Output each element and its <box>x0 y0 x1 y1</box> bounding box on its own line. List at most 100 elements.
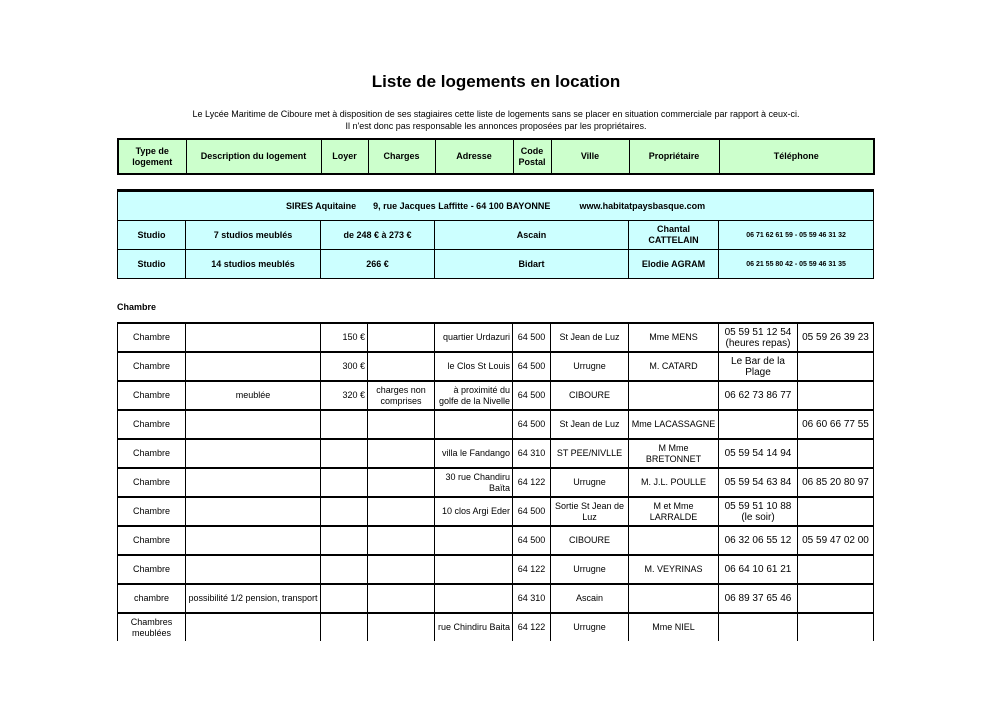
cell-proprietaire: M. VEYRINAS <box>628 554 719 585</box>
cell-type: Studio <box>117 220 186 250</box>
cell-adresse <box>434 554 513 585</box>
sires-row: SIRES Aquitaine 9, rue Jacques Laffitte … <box>116 190 875 221</box>
cell-telephone-2: 05 59 26 39 23 <box>797 322 874 353</box>
cell-description <box>185 351 321 382</box>
header-adresse: Adresse <box>434 138 514 175</box>
cell-telephone-2 <box>797 380 874 411</box>
cell-telephone-1: 06 32 06 55 12 <box>718 525 798 556</box>
cell-charges: charges non comprises <box>367 380 435 411</box>
cell-loyer: 266 € <box>320 249 435 279</box>
cell-telephone-2 <box>797 583 874 614</box>
cell-proprietaire: M. J.L. POULLE <box>628 467 719 498</box>
header-description: Description du logement <box>185 138 322 175</box>
cell-adresse <box>434 409 513 440</box>
cell-ville: Ascain <box>434 220 629 250</box>
cell-adresse: 10 clos Argi Eder <box>434 496 513 527</box>
cell-telephone: 06 71 62 61 59 - 05 59 46 31 32 <box>717 220 875 250</box>
cell-code-postal: 64 122 <box>512 612 551 641</box>
cell-description <box>185 554 321 585</box>
cell-loyer <box>320 583 368 614</box>
table-row: Chambre meublée 320 € charges non comprises… <box>117 380 874 411</box>
cell-type: Studio <box>117 249 186 279</box>
cell-loyer <box>320 409 368 440</box>
cell-proprietaire: M. CATARD <box>628 351 719 382</box>
chambres-table: Chambre 150 € quartier Urdazuri 64 500 St Je… <box>117 322 874 641</box>
cell-loyer <box>320 612 368 641</box>
intro-text: Le Lycée Maritime de Ciboure met à dispo… <box>192 109 800 131</box>
cell-telephone-2: 06 85 20 80 97 <box>797 467 874 498</box>
cell-telephone-1: 06 64 10 61 21 <box>718 554 798 585</box>
cell-telephone-1: 05 59 51 12 54 (heures repas) <box>718 322 798 353</box>
cell-charges <box>367 438 435 469</box>
cell-ville: CIBOURE <box>550 525 629 556</box>
cell-charges <box>367 583 435 614</box>
cell-proprietaire <box>628 380 719 411</box>
cell-charges <box>367 467 435 498</box>
cell-proprietaire: Mme MENS <box>628 322 719 353</box>
cell-proprietaire: Mme LACASSAGNE <box>628 409 719 440</box>
cell-code-postal: 64 500 <box>512 322 551 353</box>
cell-charges <box>367 554 435 585</box>
cell-type: Chambre <box>117 496 186 527</box>
cell-ville: Urrugne <box>550 612 629 641</box>
cell-adresse: quartier Urdazuri <box>434 322 513 353</box>
cell-description <box>185 322 321 353</box>
cell-description <box>185 612 321 641</box>
cell-telephone-2: 05 59 47 02 00 <box>797 525 874 556</box>
header-telephone: Téléphone <box>718 138 875 175</box>
cell-telephone-2 <box>797 554 874 585</box>
table-row: Chambre villa le Fandango 64 310 ST PEE/NIV… <box>117 438 874 469</box>
cell-adresse: le Clos St Louis <box>434 351 513 382</box>
cell-proprietaire: Elodie AGRAM <box>628 249 719 279</box>
cell-description <box>185 438 321 469</box>
cell-ville: Sortie St Jean de Luz <box>550 496 629 527</box>
cell-code-postal: 64 310 <box>512 583 551 614</box>
cell-loyer <box>320 467 368 498</box>
cell-telephone-1: 05 59 54 14 94 <box>718 438 798 469</box>
cell-type: Chambre <box>117 525 186 556</box>
table-row: Chambre 64 500 CIBOURE 06 32 06 55 12 05 59 … <box>117 525 874 556</box>
cell-ville: Urrugne <box>550 351 629 382</box>
header-row: Type de logement Description du logement L… <box>117 138 875 175</box>
cell-description <box>185 467 321 498</box>
cell-loyer <box>320 496 368 527</box>
cell-telephone-1: 05 59 51 10 88 (le soir) <box>718 496 798 527</box>
cell-telephone-2: 06 60 66 77 55 <box>797 409 874 440</box>
cell-telephone-2 <box>797 496 874 527</box>
cell-loyer <box>320 438 368 469</box>
table-row: Chambre 64 500 St Jean de Luz Mme LACASSAGN… <box>117 409 874 440</box>
cell-ville: Urrugne <box>550 467 629 498</box>
cell-description: 7 studios meublés <box>185 220 321 250</box>
cell-proprietaire: M et Mme LARRALDE <box>628 496 719 527</box>
cell-telephone-1: 05 59 54 63 84 <box>718 467 798 498</box>
cell-type: Chambre <box>117 380 186 411</box>
cell-adresse <box>434 583 513 614</box>
cell-type: Chambre <box>117 438 186 469</box>
studio-row: Studio 14 studios meublés 266 € Bidart Elodi… <box>117 249 875 279</box>
cell-adresse: villa le Fandango <box>434 438 513 469</box>
table-row: Chambre 64 122 Urrugne M. VEYRINAS 06 64 10 … <box>117 554 874 585</box>
cell-ville: Ascain <box>550 583 629 614</box>
cell-ville: CIBOURE <box>550 380 629 411</box>
cell-telephone-1 <box>718 612 798 641</box>
table-row: Chambres meublées rue Chindiru Baita 64 12… <box>117 612 874 641</box>
cell-description: meublée <box>185 380 321 411</box>
cell-code-postal: 64 500 <box>512 409 551 440</box>
cell-type: Chambre <box>117 554 186 585</box>
header-type: Type de logement <box>117 138 187 175</box>
table-row: Chambre 30 rue Chandiru Baïta 64 122 Urrugn… <box>117 467 874 498</box>
table-row: chambre possibilité 1/2 pension, transpor… <box>117 583 874 614</box>
cell-type: Chambre <box>117 467 186 498</box>
cell-description: possibilité 1/2 pension, transport <box>185 583 321 614</box>
sires-website[interactable]: www.habitatpaysbasque.com <box>579 200 706 211</box>
cell-code-postal: 64 500 <box>512 496 551 527</box>
header-table: Type de logement Description du logement L… <box>117 138 875 175</box>
cell-charges <box>367 496 435 527</box>
cell-telephone: 06 21 55 80 42 - 05 59 46 31 35 <box>717 249 875 279</box>
cell-telephone-1 <box>718 409 798 440</box>
sires-name: SIRES Aquitaine <box>285 200 357 211</box>
cell-proprietaire <box>628 583 719 614</box>
sires-address: 9, rue Jacques Laffitte - 64 100 BAYONNE <box>373 200 551 211</box>
cell-charges <box>367 525 435 556</box>
